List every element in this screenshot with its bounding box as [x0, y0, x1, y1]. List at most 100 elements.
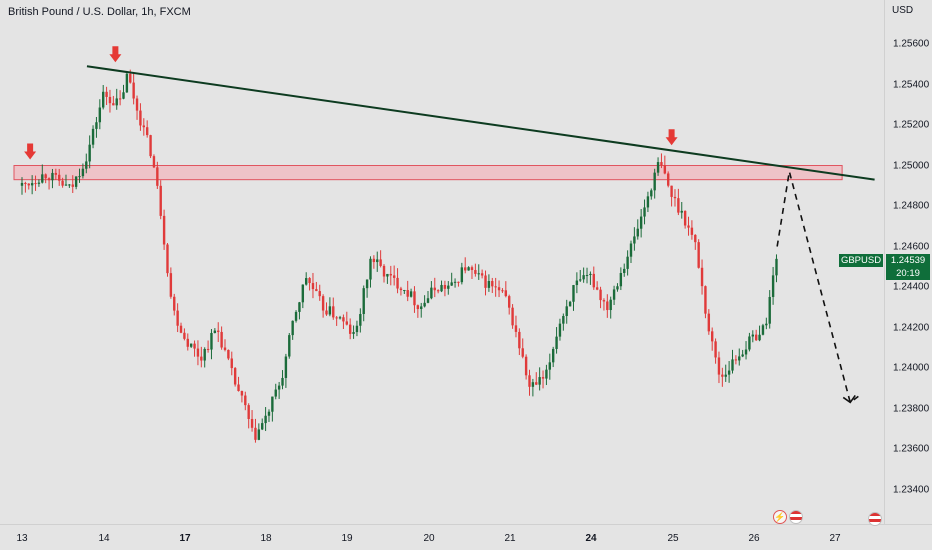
down-arrow-marker	[665, 129, 678, 146]
candle-body	[352, 332, 355, 334]
candle-body	[34, 183, 37, 185]
chart-title: British Pound / U.S. Dollar, 1h, FXCM	[8, 6, 191, 18]
candle-body	[565, 306, 568, 316]
candle-body	[572, 285, 575, 302]
candle-body	[501, 290, 504, 292]
us-flag-event-icon[interactable]	[789, 510, 803, 524]
candle-body	[399, 288, 403, 291]
candle-body	[440, 284, 443, 292]
time-tick-label: 17	[179, 533, 191, 544]
candle-body	[511, 307, 514, 326]
candle-body	[721, 374, 724, 377]
chart-area[interactable]: British Pound / U.S. Dollar, 1h, FXCM	[0, 0, 884, 524]
candle-body	[71, 184, 74, 187]
candle-body	[643, 207, 646, 217]
candle-body	[595, 287, 599, 290]
candle-body	[694, 234, 697, 243]
candle-body	[433, 287, 436, 291]
candle-body	[308, 278, 311, 284]
candle-body	[558, 323, 562, 337]
candle-body	[294, 311, 298, 321]
candle-body	[575, 280, 579, 286]
candle-body	[213, 330, 217, 333]
price-tick-label: 1.24600	[893, 241, 930, 252]
candle-body	[457, 281, 460, 283]
descending-trendline	[86, 65, 875, 181]
candle-body	[460, 267, 464, 283]
candle-body	[467, 267, 470, 271]
price-tick-label: 1.24200	[893, 322, 930, 333]
candle-body	[731, 359, 734, 371]
candle-body	[355, 325, 359, 333]
candle-body	[660, 162, 663, 166]
price-plot[interactable]	[0, 0, 884, 524]
candle-body	[734, 359, 738, 361]
candle-body	[382, 265, 386, 277]
candle-body	[132, 82, 135, 99]
candle-body	[206, 348, 210, 350]
candle-body	[707, 313, 711, 332]
candle-body	[748, 336, 751, 350]
currency-label[interactable]: USD	[892, 5, 914, 16]
candle-body	[724, 374, 727, 377]
price-tick-label: 1.23800	[893, 403, 930, 414]
candle-body	[409, 291, 413, 297]
us-flag-event-icon[interactable]	[868, 512, 882, 526]
candle-body	[406, 290, 409, 297]
candle-body	[700, 267, 704, 287]
candle-body	[602, 300, 606, 302]
candle-body	[639, 216, 643, 229]
candle-body	[173, 296, 176, 311]
candle-body	[291, 320, 294, 336]
candle-body	[58, 174, 61, 181]
candle-body	[450, 282, 453, 286]
candle-body	[254, 427, 257, 440]
candle-body	[555, 336, 558, 349]
candle-body	[88, 144, 91, 162]
candle-body	[430, 287, 433, 299]
candle-body	[680, 210, 683, 213]
flash-event-icon[interactable]: ⚡	[773, 510, 787, 524]
candle-body	[656, 162, 660, 173]
candle-body	[376, 259, 379, 263]
bar-countdown: 20:19	[896, 268, 920, 279]
candle-body	[359, 314, 362, 326]
candle-body	[261, 423, 264, 430]
candle-body	[518, 331, 521, 349]
time-axis[interactable]: 13 14 17 18 19 20 21 24 25 26 27	[0, 524, 932, 550]
candle-body	[47, 178, 51, 181]
candle-body	[129, 73, 132, 83]
candle-body	[589, 273, 592, 276]
candle-body	[754, 334, 758, 341]
candle-body	[41, 174, 44, 183]
candle-body	[687, 225, 690, 228]
candle-body	[257, 429, 261, 440]
time-tick-label: 25	[667, 533, 679, 544]
candle-body	[480, 273, 484, 276]
candle-body	[524, 356, 528, 376]
candle-body	[775, 258, 778, 276]
price-tick-label: 1.25400	[893, 79, 930, 90]
candle-body	[633, 236, 636, 244]
candle-body	[44, 174, 47, 179]
candle-body	[497, 287, 501, 291]
candle-body	[267, 411, 271, 416]
candle-body	[714, 341, 717, 358]
candle-body	[64, 184, 68, 186]
time-tick-label: 19	[341, 533, 353, 544]
candle-body	[758, 334, 761, 341]
candle-body	[423, 302, 426, 307]
candle-body	[477, 273, 480, 275]
down-arrow-marker	[24, 143, 37, 160]
candle-body	[416, 305, 420, 310]
candle-body	[61, 180, 64, 186]
candle-body	[237, 384, 240, 392]
candle-body	[264, 415, 267, 424]
price-tick-label: 1.24000	[893, 362, 930, 374]
candle-body	[74, 176, 78, 187]
candle-body	[54, 172, 58, 175]
candle-body	[626, 256, 629, 269]
down-arrow-marker	[109, 46, 122, 63]
candle-body	[585, 275, 589, 277]
candle-body	[179, 325, 183, 333]
